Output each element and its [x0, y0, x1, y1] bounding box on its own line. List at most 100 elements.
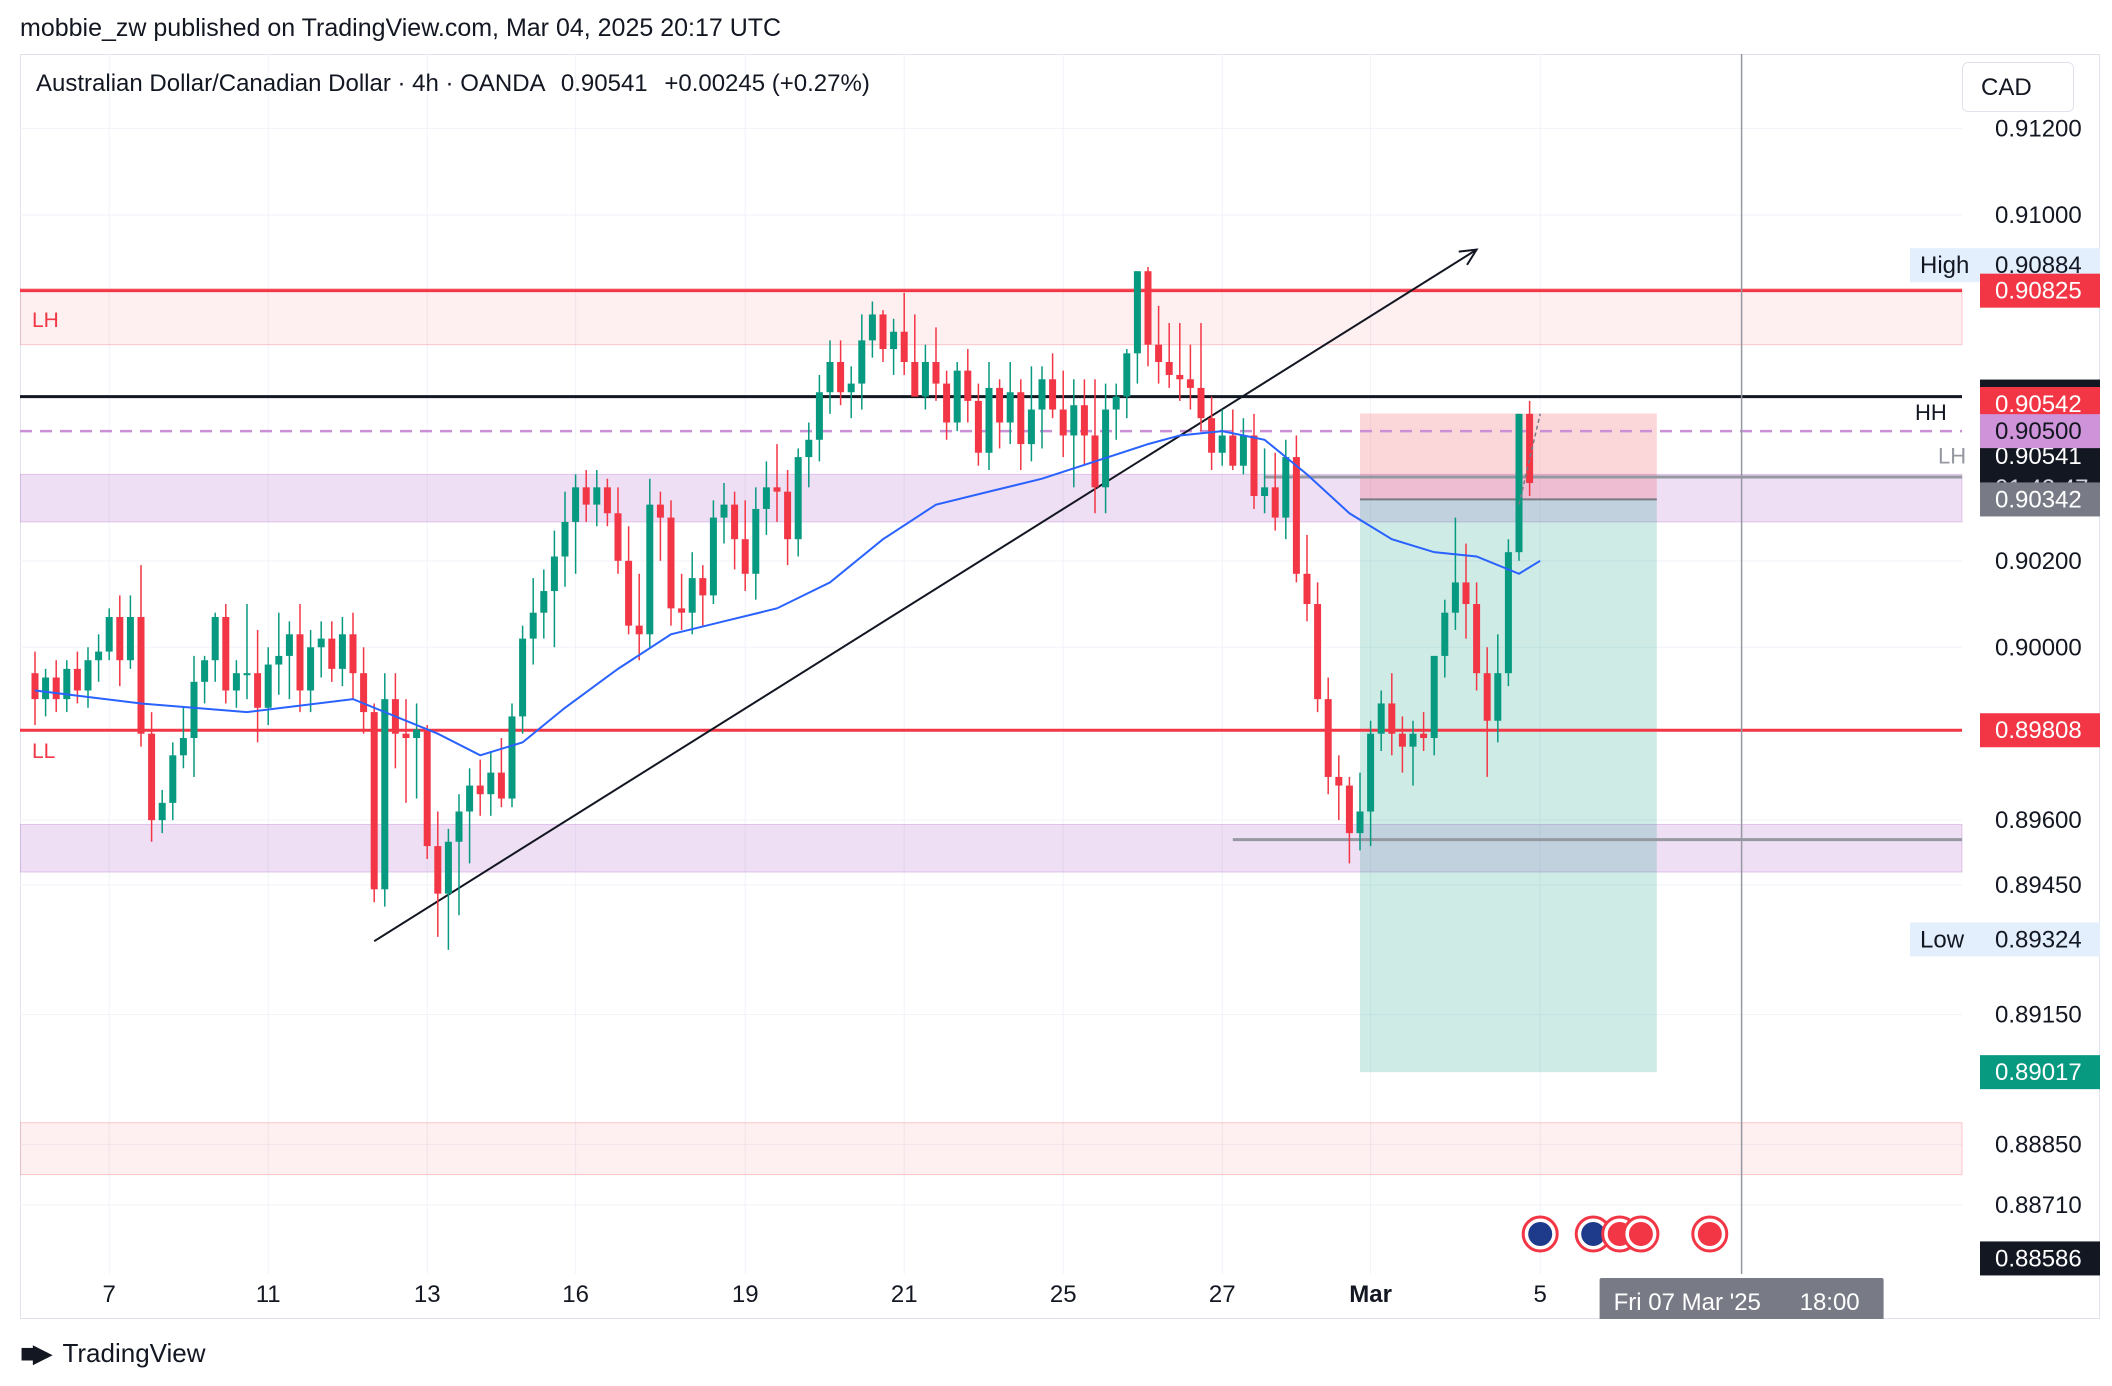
- price-label-box: [1980, 482, 2100, 517]
- y-tick-label: 0.91000: [1995, 202, 2082, 229]
- candle-body: [1038, 379, 1046, 410]
- candle-body: [996, 387, 1004, 423]
- candle-body: [635, 625, 643, 635]
- candle-body: [413, 729, 421, 739]
- candle-body: [1080, 405, 1088, 436]
- candle-body: [699, 578, 707, 596]
- candle-body: [900, 331, 908, 362]
- chart-svg[interactable]: LH LL HH LH 7 11 13 16 19 21 25 27 Mar 5 Fri 07 Mar '2…: [20, 54, 2100, 1319]
- candle-body: [1218, 435, 1226, 453]
- candle-body: [84, 660, 92, 691]
- y-tick-label: 0.89150: [1995, 1002, 2082, 1029]
- candle-body: [95, 651, 103, 661]
- price-label: 0.90825: [1995, 278, 2082, 305]
- candle-body: [243, 673, 251, 676]
- candle-body: [158, 802, 166, 821]
- candle-body: [1356, 811, 1364, 834]
- y-tick-label: 0.89600: [1995, 807, 2082, 834]
- tradingview-footer[interactable]: ■▶ TradingView: [20, 1338, 206, 1369]
- candle-body: [1303, 573, 1311, 605]
- y-tick-label: 0.88710: [1995, 1192, 2082, 1219]
- candle-body: [73, 668, 81, 691]
- candle-body: [360, 673, 368, 713]
- price-label-box: [1980, 713, 2100, 748]
- candle-body: [646, 504, 654, 635]
- x-tick-label: 5: [1534, 1281, 1547, 1308]
- x-tick-label: Mar: [1349, 1281, 1392, 1308]
- candle-body: [837, 361, 845, 393]
- candle-body: [614, 513, 622, 561]
- candle-body: [42, 677, 50, 700]
- trendline-arrow: [1458, 248, 1479, 266]
- candle-body: [1017, 392, 1025, 445]
- y-tick-label: 0.90000: [1995, 634, 2082, 661]
- event-flag-aud-2-inner: [1581, 1222, 1606, 1246]
- zone-support-upper: [20, 473, 1963, 523]
- candle-body: [1345, 785, 1353, 834]
- annotation-lh-right: LH: [1938, 443, 1966, 468]
- symbol-change: +0.00245 (+0.27%): [664, 70, 870, 97]
- candle-body: [1314, 604, 1322, 700]
- currency-button[interactable]: CAD: [1962, 62, 2074, 112]
- price-label: 0.89017: [1995, 1059, 2082, 1086]
- candle-body: [126, 617, 134, 661]
- candle-body: [1049, 379, 1057, 410]
- x-tick-label: 16: [562, 1281, 589, 1308]
- candle-body: [890, 331, 898, 350]
- candle-body: [63, 668, 71, 700]
- crosshair-time-value: 18:00: [1800, 1289, 1860, 1316]
- candle-body: [1027, 409, 1035, 445]
- candle-body: [1250, 435, 1258, 496]
- candle-body: [423, 729, 431, 847]
- candle-body: [1473, 604, 1481, 674]
- candle-body: [232, 673, 240, 691]
- candle-body: [921, 361, 929, 397]
- candle-body: [169, 755, 177, 803]
- trendline: [373, 248, 1478, 943]
- price-label-box: [1980, 273, 2100, 308]
- candle-body: [561, 521, 569, 557]
- candle-body: [826, 361, 834, 393]
- event-flag-cad-3-inner: [1697, 1222, 1722, 1246]
- candle-body: [1409, 733, 1417, 747]
- tradingview-logo-icon: ■▶: [20, 1338, 53, 1368]
- candle-body: [1335, 776, 1343, 786]
- annotation-hh: HH: [1915, 400, 1947, 425]
- candle-body: [667, 517, 675, 609]
- candle-body: [985, 387, 993, 453]
- candle-body: [709, 517, 717, 596]
- candle-body: [137, 617, 145, 734]
- candle-body: [603, 487, 611, 514]
- candle-body: [1229, 435, 1237, 466]
- price-label-box: [1980, 414, 2100, 449]
- candle-body: [307, 647, 315, 691]
- candle-body: [964, 370, 972, 401]
- symbol-price: 0.90541: [560, 70, 648, 97]
- y-tick-label: 0.88850: [1995, 1131, 2082, 1158]
- crosshair-time-box: [1599, 1278, 1884, 1319]
- candle-body: [1197, 387, 1205, 419]
- y-tick-label: 0.91200: [1995, 116, 2082, 143]
- candle-body: [762, 487, 770, 509]
- candle-body: [815, 392, 823, 440]
- candle-body: [974, 400, 982, 453]
- candle-body: [338, 634, 346, 669]
- position-stop-area: [1360, 413, 1657, 500]
- candle-body: [466, 785, 474, 812]
- candle-body: [773, 487, 781, 492]
- candle-body: [625, 560, 633, 626]
- candle-body: [932, 361, 940, 384]
- publisher-header: mobbie_zw published on TradingView.com, …: [20, 14, 782, 42]
- candle-body: [540, 591, 548, 613]
- candle-body: [1292, 457, 1300, 574]
- chart-frame: LH LL HH LH 7 11 13 16 19 21 25 27 Mar 5 Fri 07 Mar '2…: [20, 54, 2100, 1319]
- candle-body: [1123, 353, 1131, 397]
- candle-body: [731, 504, 739, 540]
- candle-body: [868, 314, 876, 341]
- candle-body: [508, 716, 516, 799]
- candle-body: [264, 664, 272, 708]
- candle-body: [550, 556, 558, 592]
- candle-body: [1059, 409, 1067, 436]
- candle-body: [656, 504, 664, 518]
- annotation-lh-left: LH: [32, 309, 59, 332]
